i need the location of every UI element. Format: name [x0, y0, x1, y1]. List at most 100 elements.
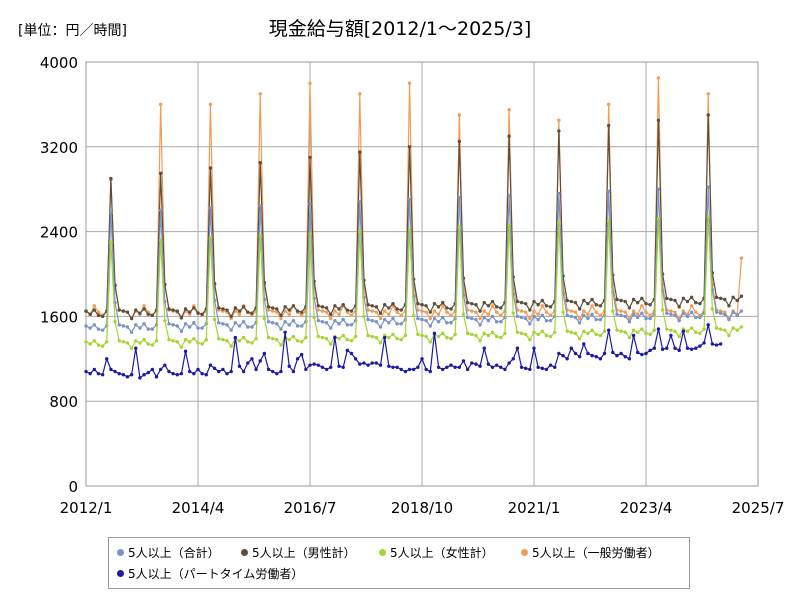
data-point: [636, 350, 640, 355]
data-point: [88, 371, 92, 376]
data-point: [250, 357, 254, 361]
legend-label: 5人以上（合計）: [128, 546, 220, 560]
data-point: [582, 309, 586, 313]
data-point: [370, 334, 374, 339]
data-point: [474, 333, 478, 338]
data-point: [461, 359, 466, 363]
data-point: [225, 308, 229, 312]
data-point: [412, 367, 416, 372]
data-point: [636, 315, 640, 320]
data-point: [358, 200, 362, 204]
data-point: [714, 326, 719, 330]
data-point: [652, 328, 656, 332]
data-point: [287, 364, 291, 368]
data-point: [482, 331, 486, 336]
data-point: [129, 346, 134, 350]
data-point: [499, 365, 503, 369]
data-point: [374, 310, 379, 314]
legend-label: 5人以上（パートタイム労働者）: [128, 567, 304, 581]
data-point: [606, 328, 611, 332]
data-point: [100, 344, 105, 348]
data-point: [594, 332, 598, 337]
y-tick-label: 0: [68, 478, 78, 496]
data-point: [465, 331, 470, 336]
data-point: [557, 118, 561, 123]
data-point: [308, 202, 312, 206]
data-point: [424, 318, 428, 323]
series-line: [85, 324, 721, 379]
data-point: [167, 322, 171, 326]
data-point: [175, 340, 179, 344]
data-point: [490, 314, 495, 319]
data-point: [718, 342, 723, 346]
data-point: [374, 305, 379, 309]
data-point: [399, 313, 403, 318]
data-point: [366, 363, 370, 367]
data-point: [577, 321, 582, 325]
data-point: [146, 370, 150, 375]
data-point: [436, 365, 441, 369]
data-point: [412, 313, 416, 318]
legend-label: 5人以上（女性計）: [390, 546, 494, 560]
data-point: [270, 336, 275, 341]
data-point: [623, 310, 627, 314]
data-point: [105, 340, 109, 344]
data-point: [416, 316, 420, 321]
data-point: [217, 306, 221, 310]
data-point: [287, 338, 291, 342]
data-point: [117, 371, 121, 376]
data-point: [366, 303, 370, 307]
data-point: [669, 312, 673, 316]
data-point: [465, 367, 470, 372]
data-point: [569, 314, 574, 319]
data-point: [246, 340, 250, 344]
data-point: [270, 369, 275, 374]
data-point: [490, 299, 495, 304]
data-point: [146, 342, 150, 346]
data-point: [677, 318, 681, 323]
data-point: [677, 334, 681, 339]
data-point: [279, 327, 283, 331]
data-point: [291, 304, 296, 308]
data-point: [196, 341, 200, 345]
data-point: [470, 301, 474, 306]
data-point: [295, 357, 300, 361]
data-point: [486, 304, 491, 308]
data-point: [739, 294, 744, 298]
data-point: [565, 298, 569, 303]
data-point: [706, 92, 710, 96]
data-point: [183, 322, 188, 326]
data-point: [387, 312, 391, 316]
data-point: [739, 325, 744, 329]
x-tick-label: 2023/4: [620, 499, 673, 517]
data-point: [138, 326, 142, 330]
data-point: [673, 346, 677, 350]
data-point: [258, 204, 262, 208]
data-point: [499, 320, 503, 324]
data-point: [648, 348, 652, 353]
data-point: [648, 303, 652, 307]
data-point: [138, 341, 142, 345]
data-point: [163, 363, 167, 367]
data-point: [403, 369, 408, 374]
data-point: [300, 340, 304, 344]
data-point: [333, 309, 337, 313]
data-point: [590, 328, 594, 332]
data-point: [474, 317, 478, 322]
data-point: [569, 299, 574, 304]
data-point: [428, 310, 432, 314]
data-point: [644, 310, 648, 314]
data-point: [727, 317, 731, 322]
data-point: [631, 328, 636, 332]
data-point: [470, 309, 474, 313]
legend-marker: [521, 549, 528, 556]
data-point: [183, 307, 188, 311]
data-point: [233, 335, 238, 340]
data-point: [183, 349, 188, 354]
data-point: [623, 314, 627, 319]
data-point: [631, 333, 636, 338]
data-point: [100, 373, 105, 377]
data-point: [217, 336, 221, 341]
data-point: [378, 316, 383, 321]
